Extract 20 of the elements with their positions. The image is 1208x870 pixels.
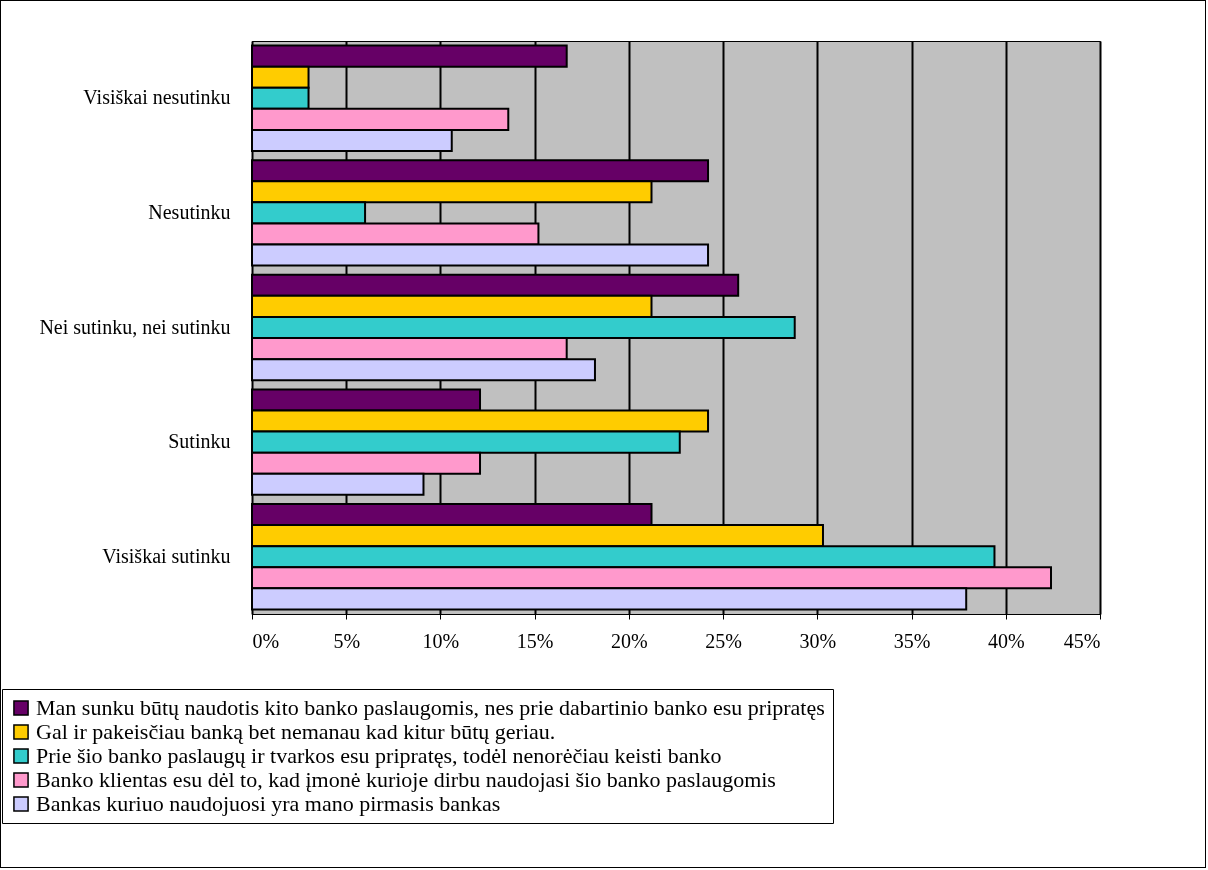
y-tick-label: Nesutinku — [148, 200, 231, 223]
x-tick-label: 10% — [422, 629, 460, 652]
legend-label: Banko klientas esu dėl to, kad įmonė kurioje dirbu naudojasi šio banko paslaugomis — [36, 767, 776, 792]
x-tick-label: 35% — [893, 629, 931, 652]
x-tick-label: 45% — [1063, 629, 1101, 652]
legend-label: Man sunku būtų naudotis kito banko paslaugomis, nes prie dabartinio banko esu pripratęs — [36, 695, 825, 720]
legend-label: Gal ir pakeisčiau banką bet nemanau kad kitur būtų geriau. — [36, 719, 556, 744]
x-tick-label: 5% — [333, 629, 361, 652]
x-tick-label: 30% — [799, 629, 837, 652]
x-tick-label: 25% — [705, 629, 742, 652]
legend-label: Bankas kuriuo naudojuosi yra mano pirmasis bankas — [36, 791, 501, 816]
x-tick-label: 15% — [516, 629, 554, 652]
y-tick-label: Visiškai sutinku — [102, 544, 231, 567]
legend-label: Prie šio banko paslaugų ir tvarkos esu pripratęs, todėl nenorėčiau keisti banko — [36, 743, 722, 768]
y-tick-label: Visiškai nesutinku — [83, 86, 231, 109]
x-tick-label: 40% — [987, 629, 1025, 652]
y-tick-label: Sutinku — [168, 430, 231, 453]
y-tick-label: Nei sutinku, nei sutinku — [39, 315, 231, 338]
x-tick-label: 0% — [252, 629, 280, 652]
x-tick-label: 20% — [611, 629, 648, 652]
